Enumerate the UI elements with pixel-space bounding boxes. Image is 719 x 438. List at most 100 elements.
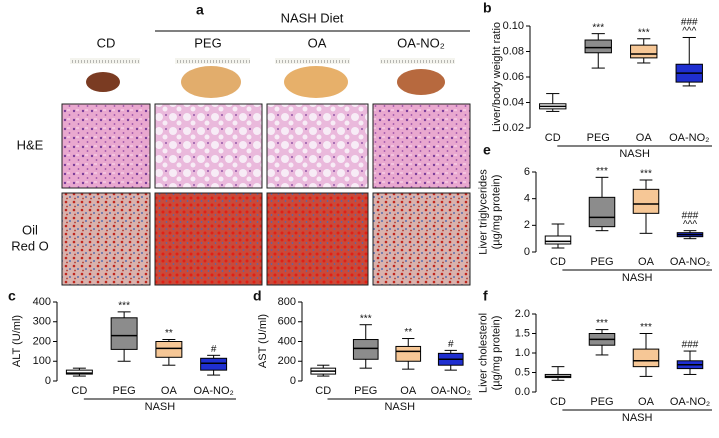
y-tick-label: 0.04 (503, 96, 524, 108)
x-tick-label: CD (550, 396, 566, 408)
panel-label: f (483, 288, 488, 304)
box (544, 235, 572, 245)
histology-image (372, 192, 471, 286)
x-tick-label: CD (545, 132, 561, 144)
histology-image (61, 192, 151, 286)
y-tick-label: 2 (524, 219, 530, 231)
y-tick-label: 200 (33, 335, 51, 347)
histology-image (372, 103, 471, 189)
row-label: H&E (17, 137, 44, 152)
significance: ** (165, 328, 173, 339)
y-tick-label: 400 (33, 296, 51, 308)
y-axis-label: Liver/body weight ratio (491, 22, 503, 132)
significance: ^^^ (683, 219, 697, 230)
panel-label: c (8, 288, 16, 304)
panel-label: e (483, 142, 491, 158)
y-tick-label: 0.08 (503, 45, 524, 57)
group-label: CD (97, 35, 116, 50)
significance: ### (682, 210, 699, 221)
y-axis-label: Liver triglycerides (477, 169, 489, 255)
box (65, 369, 93, 375)
group-label: NASH (145, 401, 176, 413)
y-tick-label: 0.5 (515, 366, 530, 378)
x-tick-label: PEG (590, 256, 613, 268)
group-label: NASH (622, 412, 653, 424)
box (155, 341, 183, 358)
box (584, 39, 612, 54)
box (352, 339, 379, 360)
y-tick-label: 0.02 (503, 122, 524, 134)
box (395, 345, 422, 362)
histology-image (154, 103, 263, 189)
y-tick-label: 400 (278, 335, 296, 347)
liver-photo (284, 66, 348, 98)
box (200, 357, 228, 371)
y-tick-label: 0 (290, 375, 296, 387)
y-tick-label: 6 (524, 166, 530, 178)
row-label: Oil (22, 222, 38, 237)
x-tick-label: OA (638, 256, 655, 268)
y-axis-label: ALT (U/ml) (11, 315, 23, 367)
ruler (380, 58, 455, 64)
panel-a-images (61, 30, 471, 286)
box (110, 317, 138, 350)
box (632, 348, 660, 368)
x-tick-label: OA (638, 396, 655, 408)
x-tick-label: PEG (354, 385, 377, 397)
x-tick-label: PEG (113, 385, 136, 397)
diet-label: NASH Diet (281, 10, 344, 25)
panel-label: d (253, 288, 262, 304)
y-axis-label: (µg/mg protein) (490, 175, 502, 250)
significance: *** (640, 169, 652, 180)
group-label: OA (308, 35, 327, 50)
ruler (275, 58, 350, 64)
x-tick-label: OA (161, 385, 178, 397)
significance: # (211, 344, 217, 355)
y-tick-label: 0.0 (515, 386, 530, 398)
liver-photo (181, 66, 241, 98)
significance: *** (592, 22, 604, 33)
x-tick-label: OA-NO₂ (669, 132, 709, 144)
group-label: NASH (384, 401, 415, 413)
y-axis-label: Liver cholesterol (477, 313, 489, 393)
y-tick-label: 0.06 (503, 71, 524, 83)
y-axis-label: AST (U/ml) (257, 314, 269, 368)
x-tick-label: CD (71, 385, 87, 397)
x-tick-label: OA-NO₂ (670, 256, 710, 268)
significance: *** (118, 301, 130, 312)
y-tick-label: 4 (524, 193, 530, 205)
x-tick-label: OA-NO₂ (193, 385, 233, 397)
ruler (70, 58, 140, 64)
x-tick-label: CD (550, 256, 566, 268)
y-tick-label: 600 (278, 316, 296, 328)
significance: # (448, 339, 454, 350)
x-tick-label: OA-NO₂ (670, 396, 710, 408)
y-tick-label: 1.5 (515, 327, 530, 339)
y-axis-label: (µg/mg protein) (490, 316, 502, 391)
significance: ### (682, 340, 699, 351)
significance: ** (404, 327, 412, 338)
y-tick-label: 200 (278, 355, 296, 367)
x-tick-label: OA-NO₂ (431, 385, 471, 397)
x-tick-label: OA (400, 385, 417, 397)
y-tick-label: 300 (33, 316, 51, 328)
y-tick-label: 0.10 (503, 20, 524, 32)
x-tick-label: CD (315, 385, 331, 397)
ruler (175, 58, 250, 64)
significance: ^^^ (682, 26, 696, 37)
group-label: NASH (622, 272, 653, 284)
histology-image (61, 103, 151, 189)
significance: ### (681, 17, 698, 28)
histology-image (266, 103, 369, 189)
x-tick-label: OA (636, 132, 653, 144)
significance: *** (640, 322, 652, 333)
x-tick-label: PEG (587, 132, 610, 144)
histology-image (266, 192, 369, 286)
x-tick-label: PEG (590, 396, 613, 408)
significance: *** (596, 318, 608, 329)
y-tick-label: 800 (278, 296, 296, 308)
y-tick-label: 0 (524, 246, 530, 258)
row-label: Red O (11, 238, 49, 253)
y-tick-label: 1.0 (515, 347, 530, 359)
